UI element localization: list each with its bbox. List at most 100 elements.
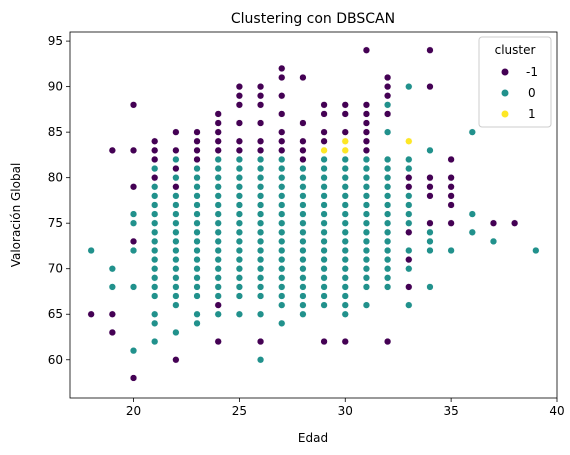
data-point-cluster-minus-1 [129, 374, 138, 382]
data-point-cluster-minus-1 [108, 328, 116, 337]
data-point-cluster-minus-1 [341, 110, 349, 118]
data-point-cluster-minus-1 [193, 128, 201, 136]
data-point-cluster-0 [172, 301, 180, 309]
data-point-cluster-0 [193, 319, 201, 327]
data-point-cluster-minus-1 [299, 155, 307, 164]
data-point-cluster-minus-1 [341, 128, 349, 136]
data-point-cluster-0 [299, 210, 307, 218]
data-point-cluster-0 [151, 201, 159, 209]
data-point-cluster-0 [299, 274, 307, 282]
data-point-cluster-minus-1 [405, 174, 413, 182]
data-point-cluster-minus-1 [172, 183, 180, 191]
data-point-cluster-minus-1 [447, 183, 455, 191]
data-point-cluster-0 [383, 201, 392, 209]
data-point-cluster-0 [172, 328, 180, 337]
data-point-cluster-0 [87, 246, 95, 255]
data-point-cluster-minus-1 [362, 137, 371, 145]
data-point-cluster-0 [468, 228, 476, 236]
data-point-cluster-minus-1 [362, 128, 371, 136]
x-tick-label: 30 [338, 404, 353, 418]
data-point-cluster-0 [193, 164, 201, 173]
data-point-cluster-minus-1 [172, 146, 180, 155]
data-point-cluster-0 [172, 255, 180, 264]
data-point-cluster-minus-1 [278, 146, 286, 155]
data-point-cluster-0 [151, 228, 159, 236]
data-point-cluster-0 [299, 192, 307, 200]
data-point-cluster-0 [320, 283, 328, 291]
data-point-cluster-minus-1 [362, 46, 371, 54]
data-point-cluster-minus-1 [447, 219, 455, 227]
data-point-cluster-0 [278, 265, 286, 273]
data-point-cluster-minus-1 [256, 337, 265, 346]
data-point-cluster-0 [193, 283, 201, 291]
legend-marker-cluster-minus-1 [501, 68, 509, 76]
legend-label-cluster-1: 1 [528, 107, 536, 121]
x-axis-label: Edad [298, 431, 328, 445]
data-point-cluster-0 [278, 274, 286, 282]
legend-title: cluster [495, 43, 536, 57]
data-point-cluster-1 [405, 137, 413, 145]
data-point-cluster-0 [214, 246, 222, 255]
data-point-cluster-minus-1 [405, 183, 413, 191]
data-point-cluster-minus-1 [193, 137, 201, 145]
data-point-cluster-0 [235, 228, 244, 236]
data-point-cluster-minus-1 [129, 101, 138, 109]
data-point-cluster-0 [320, 292, 328, 300]
data-point-cluster-minus-1 [299, 73, 307, 82]
data-point-cluster-0 [278, 237, 286, 246]
data-point-cluster-0 [172, 283, 180, 291]
data-point-cluster-0 [405, 155, 413, 164]
data-point-cluster-0 [256, 274, 265, 282]
data-point-cluster-minus-1 [151, 155, 159, 164]
x-tick-label: 40 [549, 404, 564, 418]
data-point-cluster-0 [172, 265, 180, 273]
data-point-cluster-0 [193, 219, 201, 227]
data-point-cluster-minus-1 [320, 128, 328, 136]
data-point-cluster-0 [193, 183, 201, 191]
data-point-cluster-0 [235, 192, 244, 200]
data-point-cluster-0 [151, 292, 159, 300]
data-point-cluster-minus-1 [489, 219, 498, 227]
data-point-cluster-0 [235, 219, 244, 227]
data-point-cluster-0 [151, 310, 159, 318]
data-point-cluster-minus-1 [383, 92, 392, 100]
data-point-cluster-minus-1 [383, 337, 392, 346]
data-point-cluster-0 [151, 164, 159, 173]
data-point-cluster-0 [256, 201, 265, 209]
data-point-cluster-0 [151, 337, 159, 346]
data-point-cluster-minus-1 [447, 155, 455, 164]
data-point-cluster-0 [405, 246, 413, 255]
data-point-cluster-0 [299, 201, 307, 209]
data-point-cluster-0 [405, 301, 413, 309]
data-point-cluster-minus-1 [214, 146, 222, 155]
data-point-cluster-minus-1 [151, 137, 159, 145]
y-tick-label: 75 [48, 216, 63, 230]
data-point-cluster-0 [129, 219, 138, 227]
data-point-cluster-minus-1 [193, 155, 201, 164]
data-point-cluster-0 [214, 201, 222, 209]
data-point-cluster-0 [383, 155, 392, 164]
data-point-cluster-minus-1 [320, 337, 328, 346]
data-point-cluster-minus-1 [426, 174, 434, 182]
data-point-cluster-0 [341, 301, 349, 309]
y-tick-label: 80 [48, 171, 63, 185]
data-point-cluster-0 [193, 292, 201, 300]
data-point-cluster-0 [341, 183, 349, 191]
data-point-cluster-0 [341, 274, 349, 282]
data-point-cluster-0 [193, 192, 201, 200]
data-point-cluster-0 [193, 228, 201, 236]
data-point-cluster-0 [193, 246, 201, 255]
data-point-cluster-0 [299, 237, 307, 246]
data-point-cluster-minus-1 [108, 310, 116, 318]
data-point-cluster-0 [278, 174, 286, 182]
data-point-cluster-0 [256, 210, 265, 218]
data-point-cluster-0 [108, 283, 116, 291]
data-point-cluster-0 [235, 292, 244, 300]
data-point-cluster-0 [193, 255, 201, 264]
data-point-cluster-0 [383, 255, 392, 264]
data-point-cluster-0 [362, 192, 371, 200]
data-point-cluster-minus-1 [278, 73, 286, 82]
data-point-cluster-0 [151, 183, 159, 191]
data-point-cluster-0 [256, 356, 265, 364]
data-point-cluster-minus-1 [256, 137, 265, 145]
